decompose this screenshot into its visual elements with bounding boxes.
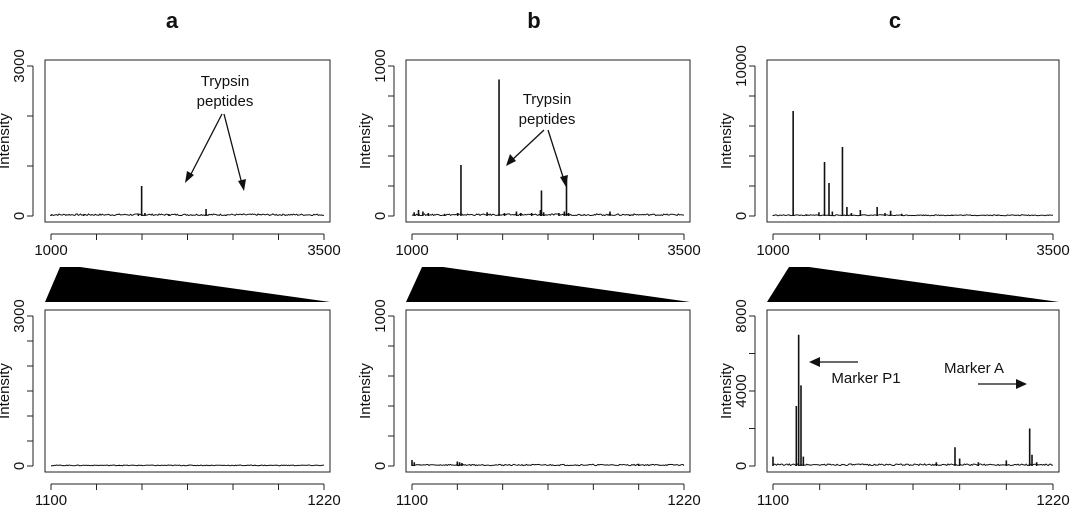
plot-frame bbox=[44, 59, 331, 223]
arrow-head bbox=[560, 175, 568, 187]
y-tick-label: 0 bbox=[372, 462, 389, 470]
y-tick-label: 4000 bbox=[733, 374, 750, 407]
x-tick-label: 1100 bbox=[757, 492, 789, 508]
y-tick-label: 1000 bbox=[372, 299, 389, 332]
y-tick-label: 1000 bbox=[372, 49, 389, 82]
plot-frame bbox=[44, 309, 331, 473]
y-tick-label: 0 bbox=[11, 212, 28, 220]
annotation-label-peptides: peptides bbox=[519, 111, 576, 128]
y-tick-label: 8000 bbox=[733, 299, 750, 332]
baseline-trace bbox=[411, 213, 685, 217]
y-tick-label: 0 bbox=[733, 462, 750, 470]
x-tick-label: 1100 bbox=[35, 492, 67, 508]
baseline-trace bbox=[50, 213, 325, 217]
arrow-line bbox=[511, 129, 545, 161]
y-axis-label: Intensity bbox=[718, 363, 735, 419]
zoom-wedges bbox=[45, 267, 1059, 302]
x-tick-label: 1000 bbox=[756, 242, 789, 259]
chart-c-bottom: 0 4000 8000 Intensity 1100 1220 bbox=[718, 299, 1070, 509]
x-tick-label: 3500 bbox=[667, 242, 700, 259]
arrow-head bbox=[809, 357, 820, 367]
chart-b-top: 0 1000 Intensity 1000 3500 bbox=[357, 49, 701, 259]
plot-frame bbox=[405, 59, 691, 223]
y-axis-label: Intensity bbox=[718, 113, 735, 169]
annotation-marker-a: Marker A bbox=[944, 360, 1027, 389]
zoom-wedge-a bbox=[45, 267, 330, 302]
zoom-wedge-b bbox=[406, 267, 690, 302]
panel-letter-c: c bbox=[889, 8, 901, 33]
x-tick-label: 1000 bbox=[34, 242, 67, 259]
x-tick-label: 3500 bbox=[1036, 242, 1069, 259]
x-tick-label: 1100 bbox=[396, 492, 428, 508]
plot-frame bbox=[766, 59, 1060, 223]
panel-letter-a: a bbox=[166, 8, 179, 33]
baseline-trace bbox=[411, 463, 685, 467]
y-axis-label: Intensity bbox=[357, 113, 374, 169]
plot-frame bbox=[766, 309, 1060, 473]
arrow-head bbox=[506, 154, 516, 166]
annotation-trypsin-a: Trypsin peptides bbox=[185, 73, 253, 191]
x-tick-label: 3500 bbox=[307, 242, 340, 259]
annotation-label-marker-a: Marker A bbox=[944, 360, 1004, 377]
annotation-label-peptides: peptides bbox=[197, 93, 254, 110]
annotation-marker-p1: Marker P1 bbox=[809, 357, 901, 387]
arrow-head bbox=[238, 179, 246, 191]
y-tick-label: 3000 bbox=[11, 299, 28, 332]
arrow-head bbox=[185, 171, 194, 183]
y-tick-label: 0 bbox=[733, 212, 750, 220]
chart-c-top: 0 10000 Intensity 1000 3500 bbox=[718, 45, 1070, 259]
arrow-line bbox=[189, 113, 223, 177]
chart-b-bottom: 0 1000 Intensity 1100 1220 bbox=[357, 299, 701, 509]
annotation-trypsin-b: Trypsin peptides bbox=[506, 91, 575, 187]
chart-a-bottom: 0 3000 Intensity 1100 1220 bbox=[0, 299, 341, 509]
baseline-trace bbox=[772, 463, 1054, 467]
y-tick-label: 10000 bbox=[733, 45, 750, 87]
arrow-line bbox=[223, 113, 243, 185]
annotation-label-trypsin: Trypsin bbox=[523, 91, 572, 108]
x-tick-label: 1000 bbox=[395, 242, 428, 259]
y-tick-label: 3000 bbox=[11, 49, 28, 82]
chart-a-top: 0 3000 Intensity 1000 3500 bbox=[0, 49, 341, 259]
plot-frame bbox=[405, 309, 691, 473]
baseline-trace bbox=[772, 214, 1054, 217]
x-tick-label: 1220 bbox=[667, 492, 700, 508]
annotation-label-marker-p1: Marker P1 bbox=[831, 370, 900, 387]
arrow-head bbox=[1016, 379, 1027, 389]
zoom-wedge-c bbox=[767, 267, 1059, 302]
y-axis-label: Intensity bbox=[0, 363, 13, 419]
y-axis-label: Intensity bbox=[0, 113, 13, 169]
y-axis-label: Intensity bbox=[357, 363, 374, 419]
y-tick-label: 0 bbox=[372, 212, 389, 220]
arrow-line bbox=[547, 129, 565, 181]
x-tick-label: 1220 bbox=[307, 492, 340, 508]
charts-layer: 0 3000 Intensity 1000 3500 0 1000 Intensity 1000… bbox=[0, 45, 1070, 509]
x-tick-label: 1220 bbox=[1036, 492, 1069, 508]
annotation-label-trypsin: Trypsin bbox=[201, 73, 250, 90]
panel-letter-b: b bbox=[527, 8, 540, 33]
y-tick-label: 0 bbox=[11, 462, 28, 470]
